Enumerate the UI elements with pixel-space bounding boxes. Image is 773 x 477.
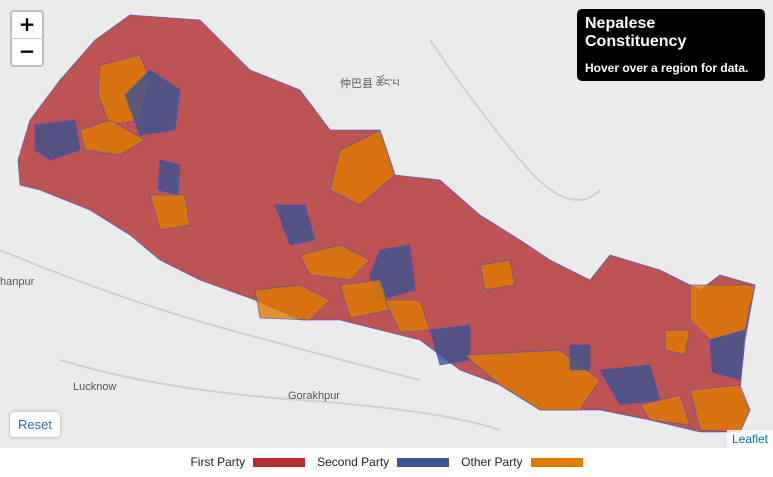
map-canvas: 仲巴县 ཚོང་པ hanpur Lucknow Gorakhpur <box>0 14 756 433</box>
region[interactable] <box>569 344 591 371</box>
place-label: Gorakhpur <box>288 390 340 402</box>
road <box>59 359 501 431</box>
zoom-control: + − <box>10 10 44 67</box>
region[interactable] <box>299 244 371 281</box>
region[interactable] <box>429 324 471 366</box>
region[interactable] <box>149 194 191 231</box>
info-text: Hover over a region for data. <box>585 61 749 75</box>
place-label: hanpur <box>0 276 35 288</box>
road <box>0 249 421 381</box>
legend-item: First Party <box>190 455 306 469</box>
road <box>429 39 601 201</box>
region[interactable] <box>34 119 81 161</box>
region[interactable] <box>463 349 601 411</box>
legend-swatch <box>253 457 306 467</box>
legend: First Party Second Party Other Party <box>0 452 773 472</box>
reset-button[interactable]: Reset <box>10 412 60 437</box>
region[interactable] <box>639 394 691 426</box>
roads <box>0 39 601 431</box>
place-label: 仲巴县 ཚོང་པ <box>340 74 400 90</box>
region[interactable] <box>689 384 751 433</box>
region[interactable] <box>124 69 181 136</box>
legend-label: Other Party <box>461 455 523 469</box>
legend-label: Second Party <box>317 455 390 469</box>
zoom-in[interactable]: + <box>18 12 36 36</box>
region[interactable] <box>329 129 396 206</box>
legend-swatch <box>530 457 583 467</box>
attribution[interactable]: Leaflet <box>726 430 773 448</box>
place-label: Lucknow <box>73 381 116 393</box>
info-title: Nepalese Constituency <box>585 15 687 50</box>
legend-swatch <box>397 457 450 467</box>
region[interactable] <box>664 329 691 356</box>
region[interactable] <box>274 204 316 246</box>
zoom-out[interactable]: − <box>12 38 42 65</box>
legend-item: Second Party <box>317 455 450 469</box>
region[interactable] <box>479 259 516 291</box>
region[interactable] <box>17 14 756 433</box>
legend-label: First Party <box>190 455 246 469</box>
region[interactable] <box>157 159 181 196</box>
legend-item: Other Party <box>461 455 583 469</box>
region[interactable] <box>254 284 331 321</box>
region[interactable] <box>79 119 146 156</box>
info-box: Nepalese Constituency Hover over a regio… <box>577 9 765 81</box>
region[interactable] <box>709 329 746 381</box>
